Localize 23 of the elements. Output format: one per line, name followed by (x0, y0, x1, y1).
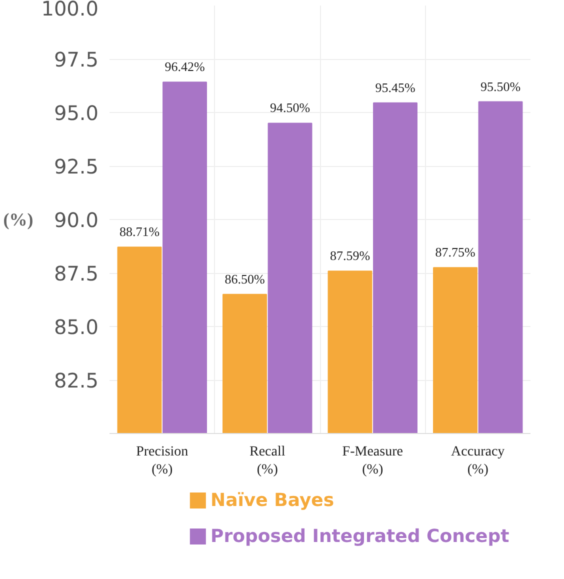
data-label: 86.50% (224, 271, 265, 286)
y-tick-label: 85.0 (54, 315, 98, 339)
y-tick-label: 82.5 (54, 368, 98, 392)
data-label: 95.50% (480, 78, 521, 94)
y-tick-label: 87.5 (54, 262, 98, 286)
x-tick-label: Accuracy (%) (451, 444, 505, 478)
x-tick-label: Precision (%) (136, 444, 188, 478)
y-tick-label: 97.5 (54, 48, 98, 72)
data-label: 95.45% (375, 80, 416, 95)
x-tick-label: Recall (%) (249, 444, 286, 478)
y-axis-title: (%) (3, 210, 34, 230)
data-label: 96.42% (164, 59, 205, 74)
data-label: 87.59% (330, 248, 370, 264)
legend-label: Proposed Integrated Concept (210, 526, 510, 547)
y-tick-label: 100.0 (41, 0, 99, 20)
data-label: 87.75% (435, 244, 476, 260)
data-label: 94.50% (270, 100, 310, 116)
y-tick-label: 90.0 (54, 208, 98, 232)
x-tick-label: F-Measure (%) (342, 444, 403, 478)
y-tick-label: 95.0 (54, 101, 98, 125)
data-label: 88.71% (119, 224, 160, 240)
y-tick-label: 92.5 (54, 154, 98, 178)
legend-label: Naïve Bayes (210, 490, 334, 511)
